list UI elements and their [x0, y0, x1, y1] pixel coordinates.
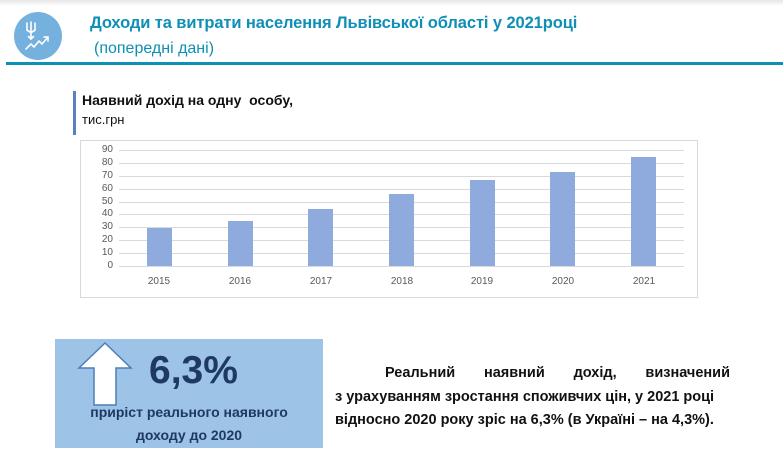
description-line3: відносно 2020 року зріс на 6,3% (в Украї… — [335, 412, 714, 428]
chart-title: Наявний дохід на одну особу, — [82, 92, 293, 108]
y-tick-label: 30 — [101, 221, 113, 232]
bar-2018 — [389, 194, 414, 266]
arrow-up-icon — [77, 341, 133, 406]
bar-2019 — [470, 180, 495, 266]
y-tick-label: 80 — [101, 157, 113, 168]
y-tick-label: 40 — [101, 208, 113, 219]
stat-caption-line1: приріст реального наявного — [90, 404, 288, 420]
bar-2021 — [631, 157, 656, 266]
x-tick-label: 2017 — [309, 276, 333, 287]
description-line1: Реальний наявний дохід, визначений — [335, 362, 730, 386]
stat-card: 6,3% приріст реального наявного доходу д… — [55, 339, 323, 448]
top-shadow — [0, 0, 783, 6]
bar-2020 — [550, 172, 575, 266]
chart-heading: Наявний дохід на одну особу, тис.грн — [73, 91, 293, 135]
stat-value: 6,3% — [149, 349, 238, 392]
y-tick-label: 50 — [101, 196, 113, 207]
y-tick-label: 70 — [101, 170, 113, 181]
word: дохід, — [573, 365, 617, 381]
chart-unit: тис.грн — [82, 112, 125, 127]
stat-caption: приріст реального наявного доходу до 202… — [55, 401, 323, 447]
y-tick-label: 60 — [101, 183, 113, 194]
y-tick-label: 10 — [101, 247, 113, 258]
word: Реальний — [385, 365, 456, 381]
x-tick-label: 2018 — [390, 276, 414, 287]
bar-2016 — [228, 221, 253, 266]
x-tick-label: 2019 — [470, 276, 494, 287]
x-tick-label: 2016 — [228, 276, 252, 287]
income-growth-icon — [14, 12, 62, 60]
word: визначений — [645, 365, 730, 381]
bar-2017 — [308, 209, 333, 266]
page-title: Доходи та витрати населення Львівської о… — [90, 14, 578, 32]
page-subtitle: (попередні дані) — [94, 40, 215, 57]
bar-chart: 0 10 20 30 40 50 60 70 80 90 2015 2016 2017 2018 2019 2… — [80, 140, 698, 298]
word: наявний — [483, 365, 545, 381]
description-paragraph: Реальний наявний дохід, визначений з ура… — [335, 362, 730, 433]
y-tick-label: 0 — [107, 260, 113, 271]
description-line2: з урахуванням зростання споживчих цін, у… — [335, 388, 715, 405]
x-tick-label: 2015 — [147, 276, 171, 287]
y-tick-label: 90 — [101, 144, 113, 155]
gridline — [119, 163, 684, 164]
stat-caption-line2: доходу до 2020 — [135, 427, 243, 443]
header-divider — [6, 62, 783, 65]
gridline — [119, 266, 684, 267]
gridline — [119, 176, 684, 177]
gridline — [119, 189, 684, 190]
y-tick-label: 20 — [101, 234, 113, 245]
bar-2015 — [147, 228, 172, 266]
x-tick-label: 2021 — [632, 276, 656, 287]
x-tick-label: 2020 — [551, 276, 575, 287]
gridline — [119, 150, 684, 151]
